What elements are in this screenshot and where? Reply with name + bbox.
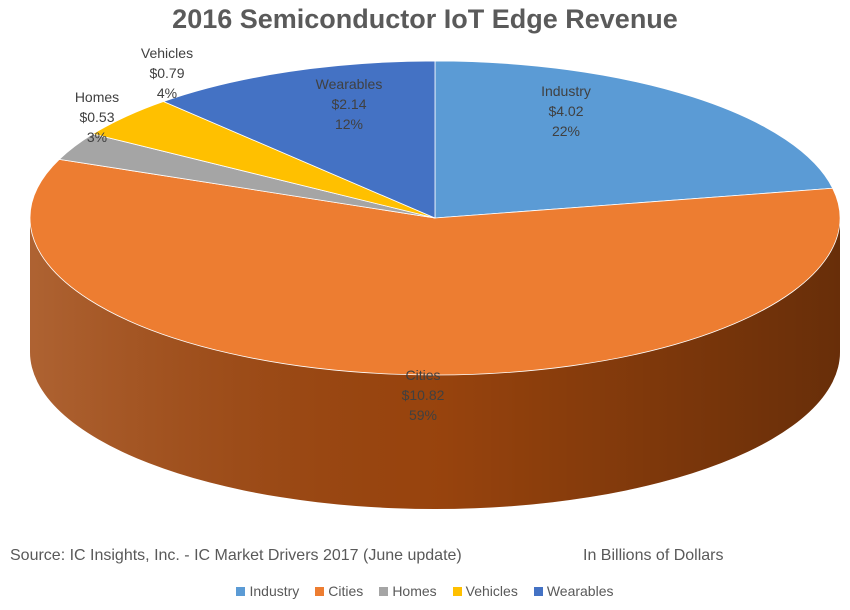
slice-label-percent-cities: 59% <box>409 407 437 423</box>
slice-label-value-cities: $10.82 <box>402 387 445 403</box>
legend-swatch-homes <box>379 586 389 596</box>
legend-swatch-vehicles <box>452 586 462 596</box>
source-note: Source: IC Insights, Inc. - IC Market Dr… <box>10 547 462 564</box>
legend-swatch-industry <box>236 586 246 596</box>
slice-label-name-homes: Homes <box>75 89 119 105</box>
legend-item-cities[interactable]: Cities <box>315 583 363 599</box>
slice-label-name-wearables: Wearables <box>316 76 383 92</box>
legend-label-cities: Cities <box>328 583 364 599</box>
chart-title: 2016 Semiconductor IoT Edge Revenue <box>172 4 678 34</box>
legend-item-vehicles[interactable]: Vehicles <box>452 583 518 599</box>
slice-label-name-cities: Cities <box>405 367 440 383</box>
slice-label-percent-wearables: 12% <box>335 116 363 132</box>
legend-item-wearables[interactable]: Wearables <box>533 583 614 599</box>
legend-label-industry: Industry <box>249 583 300 599</box>
slice-label-value-industry: $4.02 <box>548 103 583 119</box>
slice-label-percent-industry: 22% <box>552 123 580 139</box>
pie-side-shade-cities <box>30 218 840 509</box>
legend-item-homes[interactable]: Homes <box>379 583 437 599</box>
slice-label-name-vehicles: Vehicles <box>141 45 193 61</box>
pie-slice-industry[interactable] <box>434 60 834 219</box>
units-note: In Billions of Dollars <box>583 547 724 564</box>
pie-slice-wearables[interactable] <box>162 60 436 219</box>
legend-swatch-wearables <box>533 586 543 596</box>
legend-swatch-cities <box>315 586 325 596</box>
slice-label-value-wearables: $2.14 <box>331 96 366 112</box>
legend-label-wearables: Wearables <box>546 583 614 599</box>
slice-label-percent-vehicles: 4% <box>157 85 177 101</box>
legend: Industry Cities Homes Vehicles Wearables <box>0 583 850 599</box>
pie-chart: Industry $4.02 22% Cities $10.82 59% Homes $0.5… <box>29 45 841 509</box>
slice-label-percent-homes: 3% <box>87 129 107 145</box>
pie-slice-cities[interactable] <box>29 158 841 376</box>
legend-label-vehicles: Vehicles <box>465 583 518 599</box>
slice-label-name-industry: Industry <box>541 83 591 99</box>
legend-label-homes: Homes <box>392 583 437 599</box>
legend-item-industry[interactable]: Industry <box>236 583 299 599</box>
slice-label-value-vehicles: $0.79 <box>149 65 184 81</box>
slice-label-value-homes: $0.53 <box>79 109 114 125</box>
